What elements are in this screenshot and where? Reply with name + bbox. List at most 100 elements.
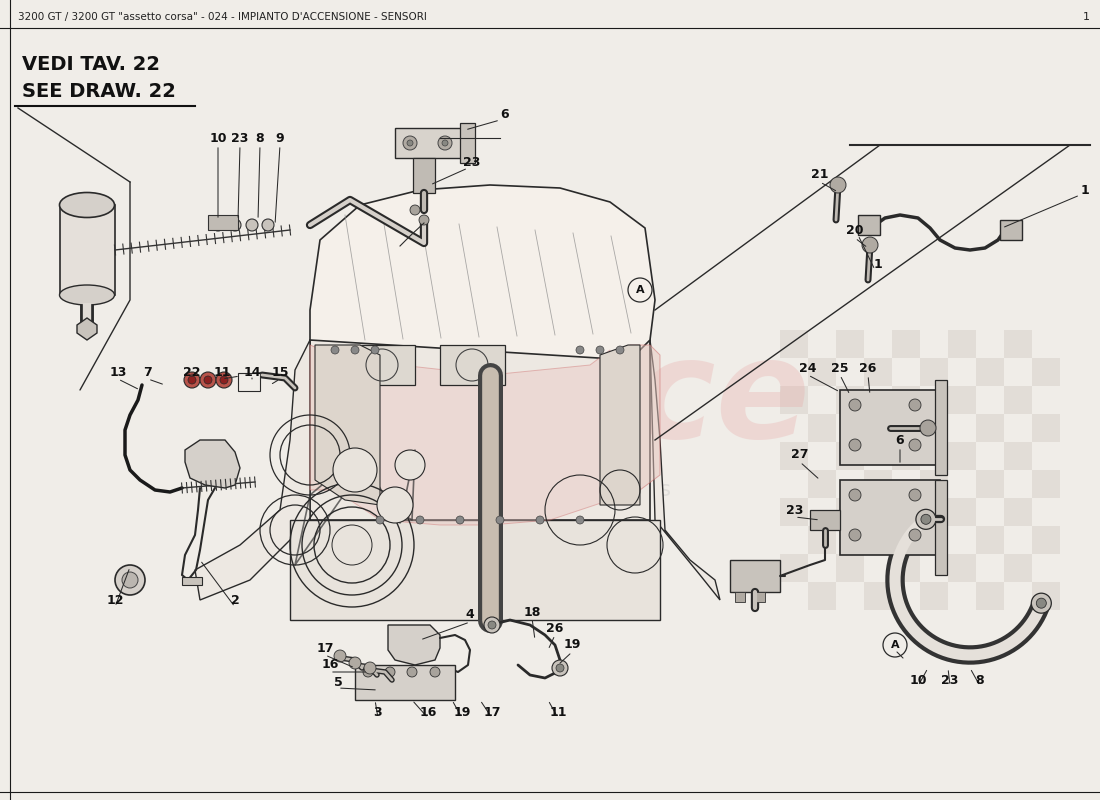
Text: 16: 16 (419, 706, 437, 718)
Bar (976, 470, 1004, 498)
Circle shape (849, 489, 861, 501)
Text: 3200 GT / 3200 GT "assetto corsa" - 024 - IMPIANTO D'ACCENSIONE - SENSORI: 3200 GT / 3200 GT "assetto corsa" - 024 … (18, 12, 427, 22)
Bar (935, 380, 947, 475)
Bar (730, 560, 780, 592)
Circle shape (920, 420, 936, 436)
Bar (948, 554, 976, 582)
Bar (892, 554, 920, 582)
Bar (350, 345, 415, 385)
Bar (1004, 330, 1032, 358)
Bar (836, 330, 864, 358)
Bar (948, 330, 976, 358)
Text: 6: 6 (500, 109, 509, 122)
Bar (808, 414, 836, 442)
Bar (355, 665, 455, 700)
Bar (976, 582, 1004, 610)
Polygon shape (620, 345, 660, 490)
Bar (1032, 582, 1060, 610)
Bar (892, 498, 920, 526)
Circle shape (349, 657, 361, 669)
Circle shape (616, 346, 624, 354)
Circle shape (220, 376, 228, 384)
Text: 1: 1 (1084, 12, 1090, 22)
Circle shape (377, 487, 412, 523)
Bar (920, 470, 948, 498)
Circle shape (200, 372, 216, 388)
Bar (976, 414, 1004, 442)
Polygon shape (185, 440, 240, 488)
Bar (1032, 358, 1060, 386)
Circle shape (1036, 598, 1046, 608)
Bar (440, 345, 505, 385)
Circle shape (916, 510, 936, 530)
Bar (840, 480, 940, 555)
Text: 26: 26 (547, 622, 563, 634)
Bar (864, 582, 892, 610)
Bar (780, 442, 808, 470)
Circle shape (849, 529, 861, 541)
Circle shape (216, 372, 232, 388)
Text: 18: 18 (524, 606, 541, 618)
Circle shape (419, 215, 429, 225)
Circle shape (331, 346, 339, 354)
Circle shape (556, 664, 564, 672)
Circle shape (376, 516, 384, 524)
Circle shape (395, 450, 425, 480)
Circle shape (576, 346, 584, 354)
Bar (836, 554, 864, 582)
Bar (755, 592, 764, 602)
Text: 23: 23 (942, 674, 959, 686)
Circle shape (552, 660, 568, 676)
Bar (735, 592, 745, 602)
Bar (864, 526, 892, 554)
Circle shape (364, 662, 376, 674)
Bar (948, 498, 976, 526)
Text: 16: 16 (321, 658, 339, 671)
Text: 17: 17 (483, 706, 500, 718)
Bar (290, 520, 660, 620)
Bar (810, 510, 840, 530)
Bar (864, 358, 892, 386)
Circle shape (184, 372, 200, 388)
Bar (1032, 470, 1060, 498)
Polygon shape (350, 350, 610, 525)
Text: 13: 13 (109, 366, 126, 378)
Text: 23: 23 (786, 503, 804, 517)
Bar (808, 582, 836, 610)
Circle shape (204, 376, 212, 384)
Circle shape (385, 667, 395, 677)
Text: 12: 12 (107, 594, 123, 606)
Circle shape (909, 439, 921, 451)
Text: 5: 5 (333, 675, 342, 689)
Polygon shape (77, 318, 97, 340)
Text: SEE DRAW. 22: SEE DRAW. 22 (22, 82, 176, 101)
Bar (976, 358, 1004, 386)
Bar (808, 526, 836, 554)
Text: 14: 14 (243, 366, 261, 378)
Polygon shape (310, 185, 654, 360)
Circle shape (438, 136, 452, 150)
Bar (780, 386, 808, 414)
Circle shape (122, 572, 138, 588)
Bar (310, 340, 650, 520)
Text: 2: 2 (231, 594, 240, 606)
Text: A: A (891, 640, 900, 650)
Bar (836, 498, 864, 526)
Bar (836, 386, 864, 414)
Bar (935, 480, 947, 575)
Text: 1: 1 (873, 258, 882, 271)
Circle shape (909, 399, 921, 411)
Polygon shape (600, 345, 640, 505)
Text: source: source (289, 333, 811, 467)
Bar (238, 373, 260, 391)
Text: 27: 27 (791, 449, 808, 462)
Circle shape (407, 140, 412, 146)
Text: 4: 4 (465, 609, 474, 622)
Text: 21: 21 (812, 169, 828, 182)
Bar (892, 330, 920, 358)
Circle shape (488, 621, 496, 629)
Bar (892, 386, 920, 414)
Bar (395, 128, 465, 158)
Circle shape (830, 177, 846, 193)
Polygon shape (315, 345, 379, 505)
